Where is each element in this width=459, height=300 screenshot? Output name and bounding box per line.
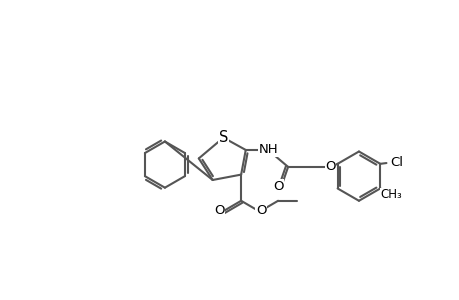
Text: S: S xyxy=(218,130,228,145)
Text: O: O xyxy=(214,204,224,217)
Text: O: O xyxy=(255,204,266,217)
Text: O: O xyxy=(325,160,335,173)
Text: NH: NH xyxy=(257,143,277,157)
Text: O: O xyxy=(272,180,283,193)
Text: Cl: Cl xyxy=(389,156,403,169)
Text: CH₃: CH₃ xyxy=(380,188,401,201)
